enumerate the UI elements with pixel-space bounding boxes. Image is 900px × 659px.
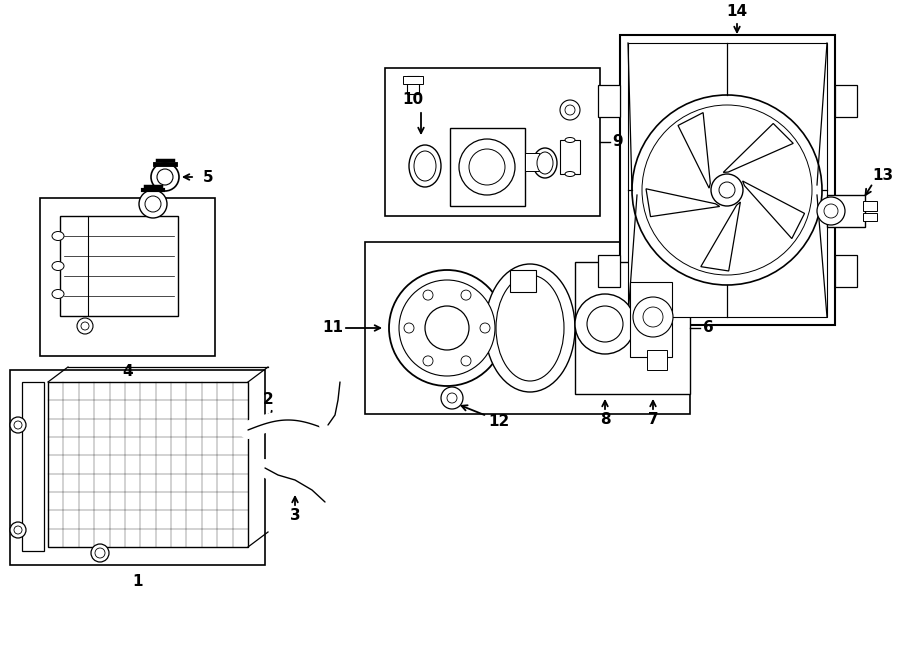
Circle shape [441, 387, 463, 409]
Circle shape [404, 323, 414, 333]
Circle shape [461, 290, 471, 300]
Circle shape [817, 197, 845, 225]
Bar [385, 68, 600, 216]
Circle shape [10, 522, 26, 538]
Ellipse shape [52, 289, 64, 299]
Text: 1: 1 [132, 573, 143, 588]
Ellipse shape [409, 145, 441, 187]
Text: 8: 8 [599, 413, 610, 428]
Circle shape [423, 356, 433, 366]
Bar [863, 201, 877, 211]
Circle shape [95, 548, 105, 558]
Circle shape [425, 306, 469, 350]
Polygon shape [646, 188, 720, 217]
Circle shape [10, 417, 26, 433]
Bar [863, 213, 877, 221]
Circle shape [565, 105, 575, 115]
Bar [22, 382, 44, 551]
Circle shape [151, 163, 179, 191]
Ellipse shape [565, 171, 575, 177]
Bar [450, 128, 525, 206]
Bar [525, 153, 539, 171]
Bar [10, 370, 265, 565]
Text: 2: 2 [263, 393, 274, 407]
Circle shape [632, 95, 822, 285]
Bar [598, 85, 620, 117]
Bar [403, 76, 423, 84]
Text: 4: 4 [122, 364, 133, 380]
Text: 10: 10 [402, 92, 424, 107]
Circle shape [145, 196, 161, 212]
Circle shape [469, 149, 505, 185]
Circle shape [14, 421, 22, 429]
Ellipse shape [533, 148, 557, 178]
Circle shape [575, 294, 635, 354]
Text: 7: 7 [648, 413, 658, 428]
Bar [407, 76, 419, 94]
Text: 3: 3 [290, 509, 301, 523]
Bar [835, 255, 857, 287]
Text: 13: 13 [872, 167, 894, 183]
Circle shape [461, 356, 471, 366]
Bar [598, 255, 620, 287]
Bar [620, 35, 835, 325]
Ellipse shape [485, 264, 575, 392]
Circle shape [77, 318, 93, 334]
Polygon shape [724, 123, 793, 173]
Bar [40, 198, 215, 356]
Bar [510, 270, 536, 292]
Circle shape [824, 204, 838, 218]
Circle shape [643, 307, 663, 327]
Ellipse shape [414, 151, 436, 181]
Circle shape [389, 270, 505, 386]
Text: 11: 11 [322, 320, 344, 335]
Bar [647, 350, 667, 370]
Bar [560, 140, 580, 174]
Circle shape [157, 169, 173, 185]
Circle shape [14, 526, 22, 534]
Ellipse shape [496, 275, 564, 381]
Circle shape [633, 297, 673, 337]
Bar [628, 43, 827, 317]
Circle shape [399, 280, 495, 376]
Circle shape [711, 174, 743, 206]
Circle shape [480, 323, 490, 333]
Bar [835, 85, 857, 117]
Bar [48, 382, 248, 547]
Circle shape [447, 393, 457, 403]
Circle shape [587, 306, 623, 342]
Bar [365, 242, 690, 414]
Circle shape [560, 100, 580, 120]
Circle shape [81, 322, 89, 330]
Ellipse shape [52, 231, 64, 241]
Text: 5: 5 [202, 169, 213, 185]
Ellipse shape [52, 262, 64, 270]
Text: 14: 14 [726, 3, 748, 18]
Text: 12: 12 [489, 415, 509, 430]
Bar [630, 282, 672, 357]
Ellipse shape [565, 138, 575, 142]
Text: 6: 6 [703, 320, 714, 335]
Bar [827, 195, 865, 227]
Polygon shape [742, 181, 805, 239]
Text: 9: 9 [613, 134, 624, 150]
Circle shape [91, 544, 109, 562]
Polygon shape [678, 113, 710, 188]
Bar [575, 262, 690, 394]
Circle shape [459, 139, 515, 195]
Circle shape [423, 290, 433, 300]
Circle shape [719, 182, 735, 198]
Circle shape [139, 190, 167, 218]
Polygon shape [701, 202, 741, 271]
Ellipse shape [537, 152, 553, 174]
Circle shape [642, 105, 812, 275]
Bar [60, 216, 178, 316]
